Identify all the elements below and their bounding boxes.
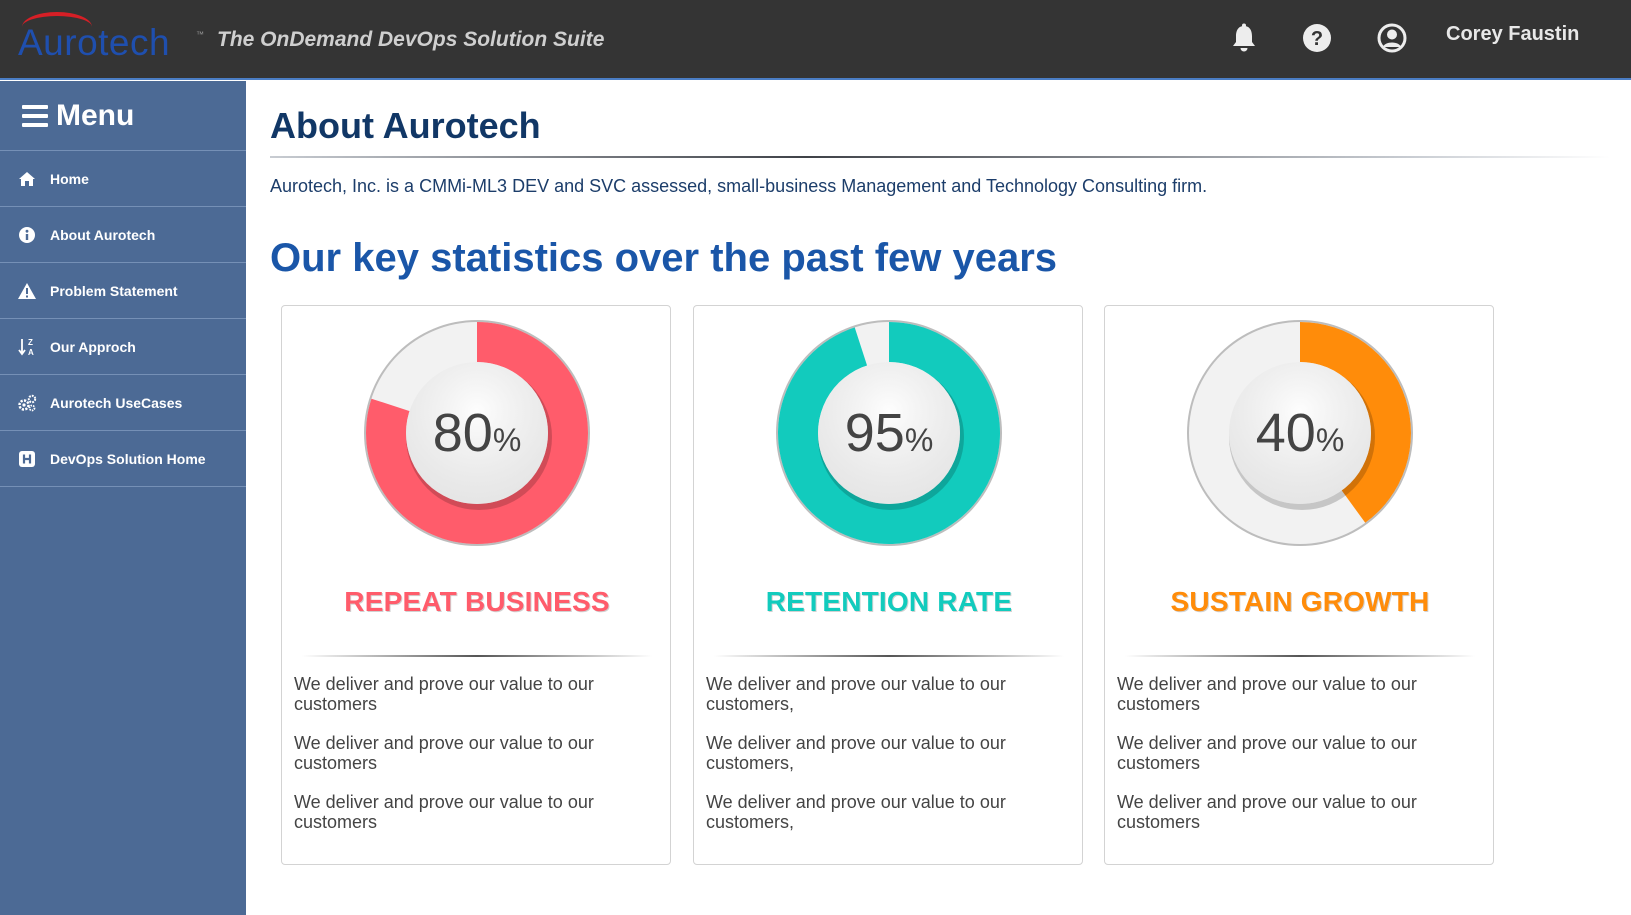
svg-text:?: ? <box>1311 28 1323 50</box>
sidebar-item-usecases[interactable]: Aurotech UseCases <box>0 375 246 431</box>
donut-chart: 40% <box>1187 320 1413 546</box>
description-item: We deliver and prove our value to our cu… <box>1117 733 1417 773</box>
help-icon[interactable]: ? <box>1301 22 1333 54</box>
sidebar-item-label: DevOps Solution Home <box>50 450 206 467</box>
stat-unit: % <box>1316 422 1344 458</box>
stat-label: SUSTAIN GROWTH <box>1170 586 1430 617</box>
sidebar-item-label: Home <box>50 170 89 187</box>
stat-value: 95 <box>845 403 905 463</box>
donut-chart: 95% <box>776 320 1002 546</box>
description-item: We deliver and prove our value to our cu… <box>706 674 1006 714</box>
title-divider <box>270 156 1610 158</box>
description-list: We deliver and prove our value to our cu… <box>1117 674 1467 851</box>
card-divider <box>1125 655 1475 657</box>
stat-value: 80 <box>433 403 493 463</box>
page-title: About Aurotech <box>270 105 541 146</box>
sidebar-item-label: Problem Statement <box>50 282 178 299</box>
donut-progress-arc <box>778 322 1000 544</box>
svg-text:95%: 95% <box>845 403 934 463</box>
stat-card-sustain-growth: 40% SUSTAIN GROWTH We deliver and prove … <box>1104 305 1494 865</box>
main-content: About Aurotech Aurotech, Inc. is a CMMi-… <box>246 81 1631 915</box>
logo-text: Aurotech <box>18 22 171 63</box>
sidebar-item-our-approch[interactable]: Z A Our Approch <box>0 319 246 375</box>
stat-unit: % <box>905 422 933 458</box>
donut-chart: 80% <box>364 320 590 546</box>
description-item: We deliver and prove our value to our cu… <box>294 733 594 773</box>
sidebar-item-problem-statement[interactable]: Problem Statement <box>0 263 246 319</box>
user-icon[interactable] <box>1376 22 1408 54</box>
bell-icon[interactable] <box>1228 22 1260 54</box>
svg-text:A: A <box>28 348 34 357</box>
description-item: We deliver and prove our value to our cu… <box>706 792 1006 832</box>
section-title: Our key statistics over the past few yea… <box>270 236 1058 280</box>
description-item: We deliver and prove our value to our cu… <box>294 674 594 714</box>
description-item: We deliver and prove our value to our cu… <box>706 733 1006 773</box>
donut-progress-arc <box>366 322 588 544</box>
sidebar-item-label: Our Approch <box>50 338 136 355</box>
card-divider <box>302 655 652 657</box>
sidebar-item-about[interactable]: About Aurotech <box>0 207 246 263</box>
svg-text:80%: 80% <box>433 403 522 463</box>
hamburger-icon <box>22 104 48 127</box>
username[interactable]: Corey Faustin <box>1446 23 1580 45</box>
trademark: ™ <box>196 30 204 39</box>
sidebar-item-home[interactable]: Home <box>0 151 246 207</box>
warning-icon <box>17 281 37 301</box>
menu-toggle[interactable]: Menu <box>0 81 246 151</box>
description-item: We deliver and prove our value to our cu… <box>1117 674 1417 714</box>
stat-label: RETENTION RATE <box>765 586 1013 617</box>
app-tagline: The OnDemand DevOps Solution Suite <box>217 28 605 51</box>
stat-unit: % <box>493 422 521 458</box>
description-item: We deliver and prove our value to our cu… <box>294 792 594 832</box>
svg-text:Z: Z <box>28 338 33 347</box>
top-bar: Aurotech ™ The OnDemand DevOps Solution … <box>0 0 1631 80</box>
home-icon <box>17 169 37 189</box>
description-item: We deliver and prove our value to our cu… <box>1117 792 1417 832</box>
stat-label: REPEAT BUSINESS <box>344 586 610 617</box>
h-square-icon <box>17 449 37 469</box>
stat-value: 40 <box>1256 403 1316 463</box>
stat-card-repeat-business: 80% REPEAT BUSINESS We deliver and prove… <box>281 305 671 865</box>
gears-icon <box>17 393 37 413</box>
description-list: We deliver and prove our value to our cu… <box>706 674 1056 851</box>
card-divider <box>714 655 1064 657</box>
svg-text:40%: 40% <box>1256 403 1345 463</box>
sidebar-item-label: About Aurotech <box>50 226 156 243</box>
stat-card-retention-rate: 95% RETENTION RATE We deliver and prove … <box>693 305 1083 865</box>
intro-text: Aurotech, Inc. is a CMMi-ML3 DEV and SVC… <box>270 176 1208 196</box>
sidebar-item-label: Aurotech UseCases <box>50 394 183 411</box>
aurotech-logo[interactable]: Aurotech ™ <box>18 12 204 63</box>
info-icon <box>17 225 37 245</box>
sort-icon: Z A <box>17 337 37 357</box>
sidebar-item-devops-home[interactable]: DevOps Solution Home <box>0 431 246 487</box>
logo-arc <box>22 12 92 42</box>
menu-title: Menu <box>56 98 135 132</box>
sidebar: Menu Home About Aurotech Problem Stateme… <box>0 81 246 915</box>
description-list: We deliver and prove our value to our cu… <box>294 674 644 851</box>
